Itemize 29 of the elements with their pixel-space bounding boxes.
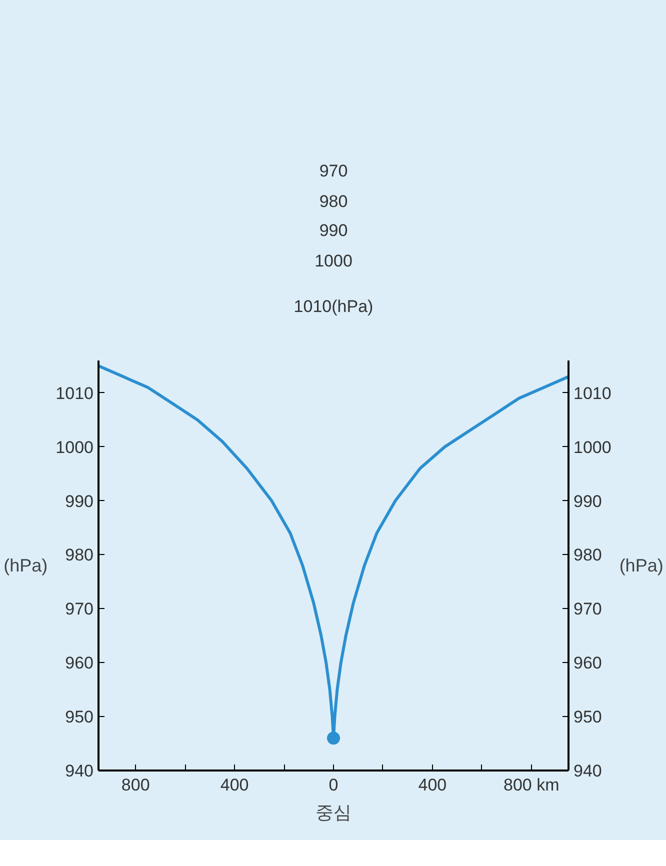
y2-tick-label: 940 bbox=[574, 762, 602, 780]
x-tick-label: 800 bbox=[121, 776, 150, 794]
text: 1000 bbox=[314, 252, 352, 271]
y2-tick-label: 960 bbox=[574, 654, 602, 673]
y2-tick-label: 1000 bbox=[574, 438, 612, 457]
y-tick-label: 950 bbox=[65, 708, 94, 727]
x-tick-label: 400 bbox=[220, 776, 249, 794]
y-tick-label: 1010 bbox=[56, 384, 94, 403]
y2-tick-label: 980 bbox=[574, 546, 602, 565]
x-axis-title: 중심 bbox=[316, 802, 352, 822]
y2-tick-label: 950 bbox=[574, 708, 602, 727]
text: 970 bbox=[319, 162, 348, 180]
y-axis-title: (hPa) bbox=[4, 556, 48, 576]
y-tick-label: 970 bbox=[65, 600, 94, 619]
y2-axis-title: (hPa) bbox=[619, 556, 664, 576]
text: 980 bbox=[319, 192, 348, 212]
text: 1010(hPa) bbox=[294, 297, 374, 316]
x-tick-label: 400 bbox=[418, 776, 447, 794]
y-tick-label: 990 bbox=[65, 492, 94, 511]
y2-tick-label: 970 bbox=[574, 600, 602, 619]
y2-tick-label: 990 bbox=[574, 492, 602, 511]
y-tick-label: 940 bbox=[65, 762, 94, 780]
text: 990 bbox=[319, 221, 348, 240]
x-tick-label: 800 km bbox=[504, 776, 560, 794]
x-tick-label: 0 bbox=[328, 776, 338, 794]
y2-tick-label: 1010 bbox=[574, 384, 612, 403]
y-tick-label: 1000 bbox=[56, 438, 94, 457]
y-tick-label: 960 bbox=[65, 654, 94, 673]
y-tick-label: 980 bbox=[65, 546, 94, 565]
